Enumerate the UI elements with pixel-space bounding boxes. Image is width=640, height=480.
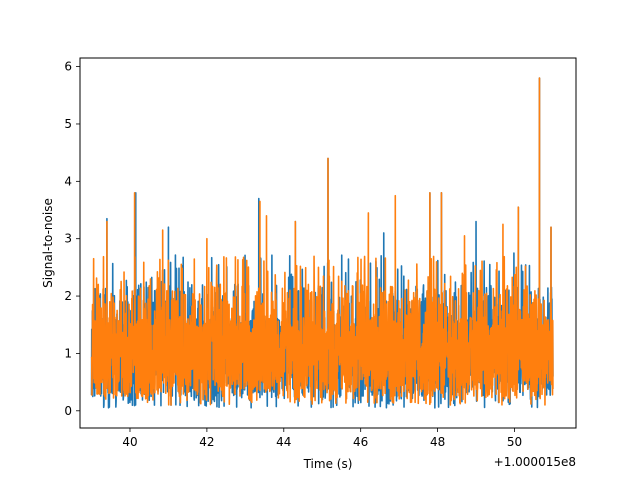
series-layer	[90, 77, 554, 409]
y-tick-label: 4	[64, 174, 72, 188]
y-axis-label: Signal-to-noise	[41, 198, 55, 288]
x-axis: 40 42 44 46 48 50	[122, 428, 522, 449]
x-tick-label: 40	[122, 435, 137, 449]
x-tick-label: 44	[276, 435, 291, 449]
x-tick-label: 42	[199, 435, 214, 449]
y-tick-label: 2	[64, 289, 72, 303]
y-tick-label: 5	[64, 117, 72, 131]
y-axis: 0 1 2 3 4 5 6	[64, 60, 80, 418]
x-tick-label: 50	[507, 435, 522, 449]
x-axis-label: Time (s)	[303, 457, 353, 471]
series-line-1	[90, 77, 554, 406]
y-tick-label: 0	[64, 404, 72, 418]
x-tick-label: 46	[353, 435, 368, 449]
y-tick-label: 6	[64, 60, 72, 74]
x-tick-label: 48	[430, 435, 445, 449]
x-offset-label: +1.000015e8	[494, 455, 576, 469]
y-tick-label: 1	[64, 346, 72, 360]
y-tick-label: 3	[64, 232, 72, 246]
plot-frame	[79, 57, 577, 429]
